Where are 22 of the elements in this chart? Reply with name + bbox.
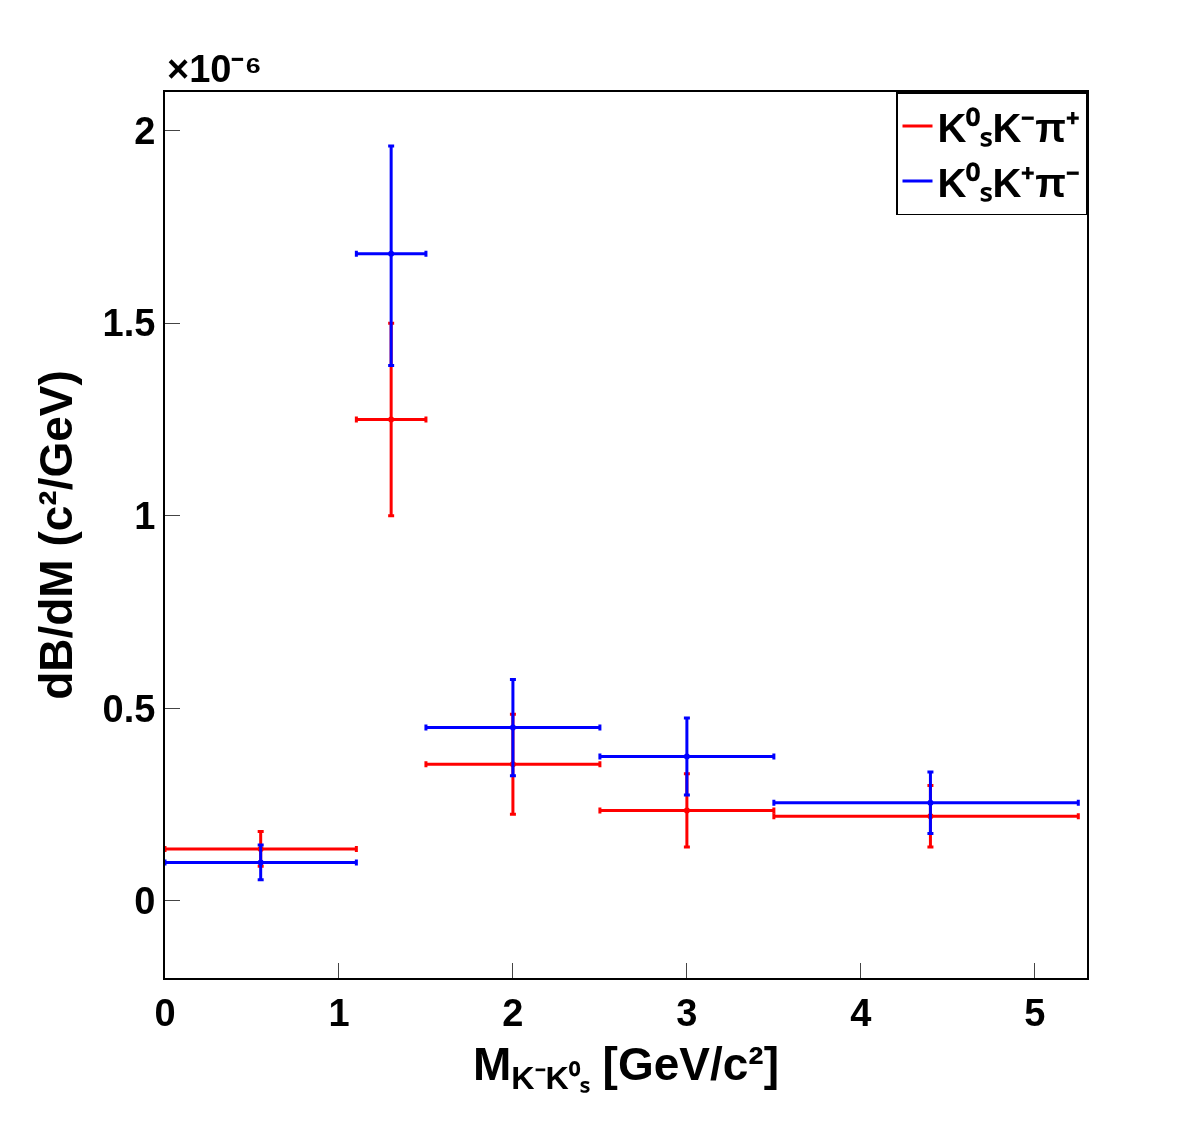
x-tick-label: 4 (850, 991, 872, 1034)
y-tick-label: 2 (134, 109, 156, 152)
point (257, 859, 264, 866)
x-tick-label: 3 (676, 991, 698, 1034)
x-tick-label: 2 (502, 991, 524, 1034)
y-tick-label: 0.5 (102, 687, 156, 730)
y-axis-title: dB/dM (c²/GeV) (30, 370, 83, 700)
y-tick-label: 1 (134, 495, 156, 538)
y-tick-label: 0 (134, 880, 156, 923)
text: ×10⁻⁶ (167, 48, 262, 90)
point (927, 799, 934, 806)
x-tick-label: 5 (1024, 991, 1046, 1034)
legend-label: K⁰ₛK⁻π⁺ (937, 105, 1080, 150)
point (388, 250, 395, 257)
point (509, 724, 516, 731)
y-tick-label: 1.5 (102, 302, 156, 345)
x-axis-title: M$_{K⁻K⁰ₛ}$ [GeV/c²] (473, 1037, 779, 1097)
x-tick-label: 1 (328, 991, 350, 1034)
point (683, 753, 690, 760)
legend-label: K⁰ₛK⁺π⁻ (937, 160, 1080, 205)
point (388, 416, 395, 423)
point (683, 807, 690, 814)
